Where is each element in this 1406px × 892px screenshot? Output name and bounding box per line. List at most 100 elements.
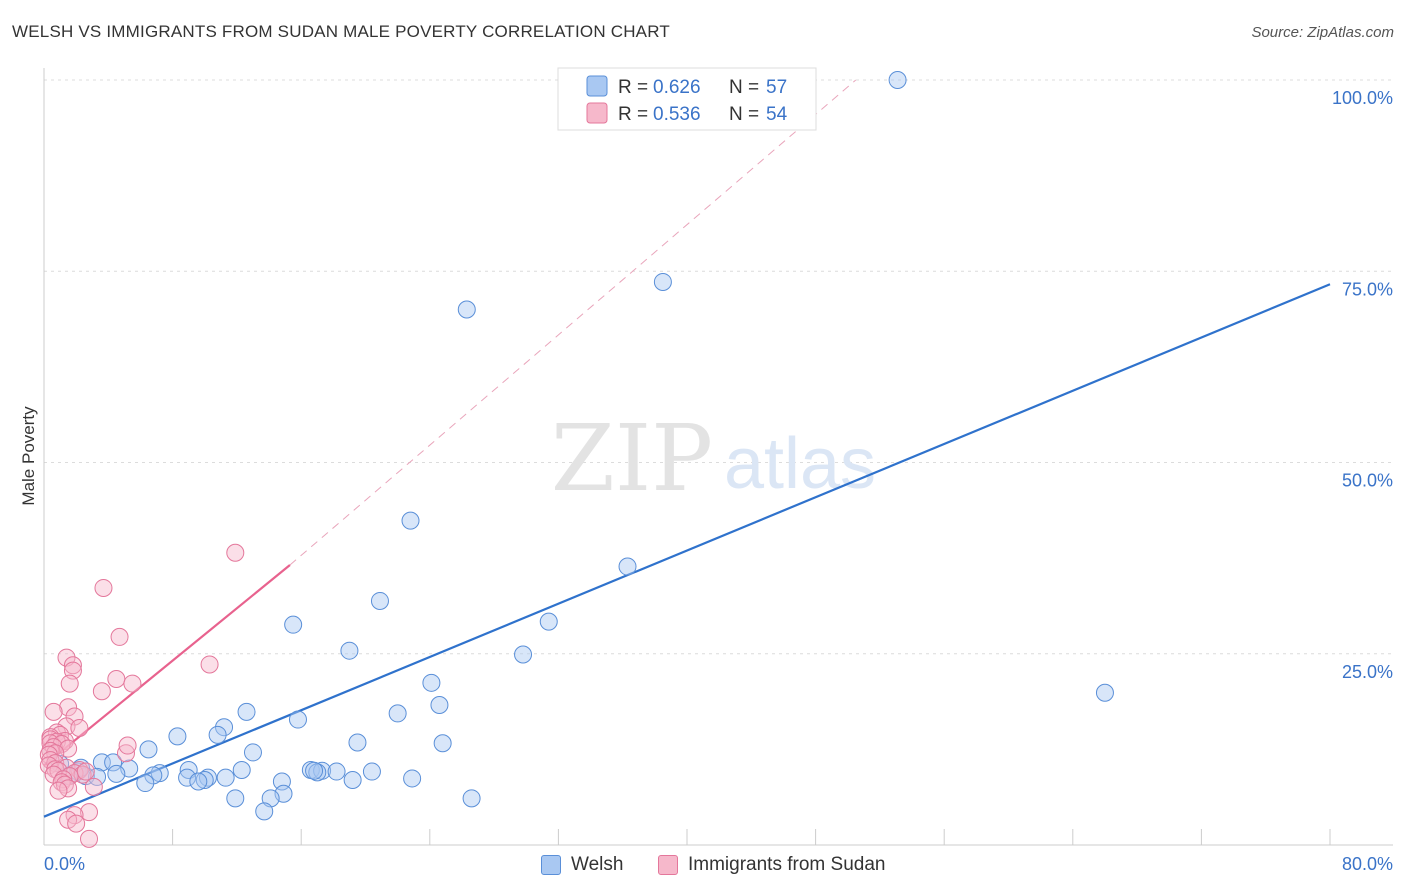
legend-label-sudan: Immigrants from Sudan	[688, 854, 886, 875]
trend-lines	[43, 79, 1331, 818]
data-point-welsh	[462, 789, 481, 808]
data-point-welsh	[215, 718, 234, 737]
data-point-welsh	[348, 733, 367, 752]
legend-swatch-welsh-bottom	[541, 855, 561, 875]
legend-n-label-welsh: N =	[729, 77, 759, 98]
data-point-welsh	[178, 768, 197, 787]
data-point-welsh	[362, 762, 381, 781]
legend-label-welsh: Welsh	[571, 854, 624, 875]
legend-swatch-welsh	[586, 75, 608, 97]
data-point-welsh	[208, 725, 227, 744]
data-point-sudan	[57, 648, 76, 667]
data-point-welsh	[288, 710, 307, 729]
data-point-sudan	[110, 627, 129, 646]
data-point-welsh	[1095, 683, 1114, 702]
data-point-welsh	[104, 753, 123, 772]
data-point-welsh	[107, 764, 126, 783]
data-point-welsh	[189, 772, 208, 791]
data-point-welsh	[308, 763, 327, 782]
legend-r-label-sudan: R =	[618, 104, 648, 125]
data-point-welsh	[179, 761, 198, 780]
data-point-sudan	[80, 803, 99, 822]
data-point-welsh	[195, 770, 214, 789]
data-point-sudan	[226, 543, 245, 562]
data-point-sudan	[123, 674, 142, 693]
data-point-welsh	[433, 734, 452, 753]
data-point-welsh	[139, 740, 158, 759]
trend-line-sudan	[43, 564, 291, 767]
legend-n-label-sudan: N =	[729, 104, 759, 125]
data-point-welsh	[284, 615, 303, 634]
data-point-welsh	[539, 612, 558, 631]
data-point-sudan	[107, 669, 126, 688]
legend-item-welsh: Welsh	[541, 854, 623, 876]
legend-r-value-sudan: 0.536	[653, 104, 701, 125]
chart-title: WELSH VS IMMIGRANTS FROM SUDAN MALE POVE…	[12, 22, 670, 41]
y-axis-title: Male Poverty	[19, 406, 38, 506]
data-points	[39, 71, 1114, 848]
data-point-welsh	[618, 557, 637, 576]
data-point-welsh	[327, 762, 346, 781]
data-point-sudan	[59, 698, 78, 717]
data-point-sudan	[47, 732, 66, 751]
y-tick-label: 25.0%	[1342, 662, 1393, 682]
legend-swatch-sudan-bottom	[658, 855, 678, 875]
watermark-zip: ZIP	[551, 405, 713, 512]
data-point-welsh	[340, 641, 359, 660]
watermark: ZIP atlas	[551, 405, 876, 512]
data-point-welsh	[88, 767, 107, 786]
data-point-welsh	[226, 789, 245, 808]
data-point-welsh	[514, 645, 533, 664]
bottom-legend: Welsh Immigrants from Sudan	[0, 850, 1406, 880]
x-tick-label-max: 80.0%	[1342, 854, 1393, 874]
data-point-welsh	[198, 768, 217, 787]
data-point-welsh	[216, 768, 235, 787]
data-point-sudan	[76, 762, 95, 781]
data-point-welsh	[401, 511, 420, 530]
data-point-welsh	[237, 702, 256, 721]
legend-r-value-welsh: 0.626	[653, 77, 701, 98]
data-point-welsh	[457, 300, 476, 319]
y-tick-label: 75.0%	[1342, 279, 1393, 299]
data-point-welsh	[888, 71, 907, 89]
data-point-welsh	[422, 673, 441, 692]
data-point-sudan	[67, 814, 86, 833]
legend-swatch-sudan	[586, 102, 608, 124]
data-point-welsh	[430, 696, 449, 715]
data-point-sudan	[118, 736, 137, 755]
data-point-welsh	[136, 774, 155, 793]
legend-r-label-welsh: R =	[618, 77, 648, 98]
data-point-sudan	[94, 578, 113, 597]
data-point-sudan	[80, 829, 99, 848]
data-point-welsh	[653, 272, 672, 291]
legend-item-sudan: Immigrants from Sudan	[658, 854, 885, 876]
data-point-welsh	[370, 591, 389, 610]
grid-lines	[44, 79, 1393, 655]
data-point-sudan	[116, 744, 135, 763]
data-point-welsh	[305, 761, 324, 780]
data-point-sudan	[73, 765, 92, 784]
data-point-welsh	[255, 802, 274, 821]
data-point-welsh	[232, 761, 251, 780]
source-credit: Source: ZipAtlas.com	[1251, 24, 1394, 41]
trend-extension-sudan	[289, 79, 857, 566]
y-tick-label: 100.0%	[1332, 88, 1393, 108]
data-point-sudan	[84, 777, 103, 796]
data-point-welsh	[168, 727, 187, 746]
x-tick-label-min: 0.0%	[44, 854, 85, 874]
y-tick-labels: 25.0% 50.0% 75.0% 100.0%	[1332, 88, 1393, 682]
y-tick-label: 50.0%	[1342, 471, 1393, 491]
legend-top: R = 0.626 N = 57 R = 0.536 N = 54	[557, 67, 817, 131]
data-point-sudan	[44, 702, 63, 721]
data-point-welsh	[343, 770, 362, 789]
data-point-sudan	[200, 655, 219, 674]
data-point-welsh	[403, 769, 422, 788]
data-point-welsh	[261, 789, 280, 808]
trend-line-welsh	[43, 283, 1331, 818]
data-point-sudan	[60, 674, 79, 693]
data-point-sudan	[49, 781, 68, 800]
legend-n-value-sudan: 54	[766, 104, 788, 125]
data-point-sudan	[92, 682, 111, 701]
data-point-sudan	[63, 656, 82, 675]
